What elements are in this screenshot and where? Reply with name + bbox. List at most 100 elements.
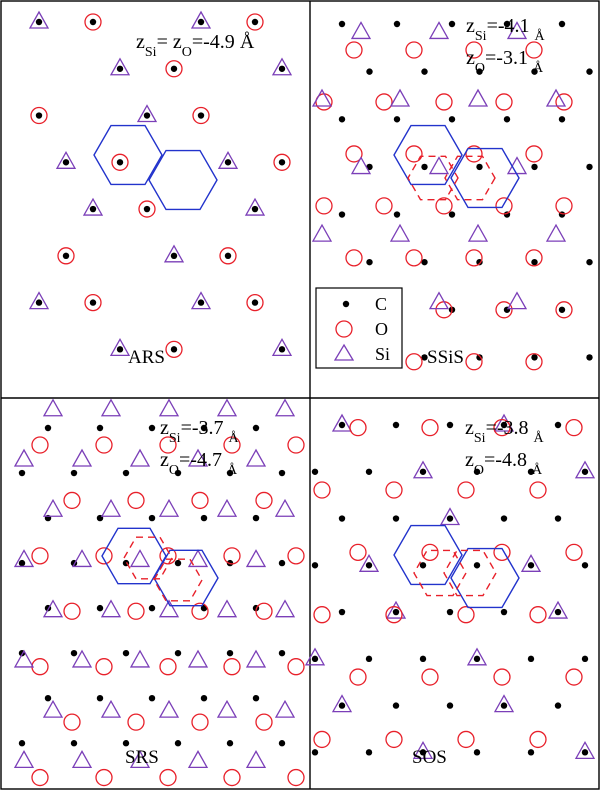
carbon-atom: [393, 20, 401, 28]
oxygen-atom: [165, 60, 183, 78]
carbon-atom: [446, 515, 454, 522]
oxygen-atom: [435, 93, 453, 111]
oxygen-atom: [223, 658, 241, 676]
annotation-sos: zSi=-3.8 Å zO=-4.8 Å: [465, 417, 545, 478]
oxygen-atom: [219, 247, 237, 265]
oxygen-atom: [529, 730, 547, 749]
silicon-atom: [158, 398, 180, 417]
oxygen-atom: [57, 247, 75, 265]
hexagon-solid: [148, 149, 218, 211]
silicon-atom: [55, 150, 77, 169]
silicon-atom: [71, 448, 93, 467]
silicon-atom: [466, 647, 488, 666]
oxygen-atom: [95, 768, 113, 787]
carbon-atom: [365, 749, 373, 756]
carbon-atom: [554, 421, 562, 429]
oxygen-atom: [95, 658, 113, 676]
carbon-atom: [174, 649, 182, 657]
silicon-atom: [129, 750, 151, 769]
carbon-atom: [89, 299, 97, 306]
oxygen-atom: [191, 713, 209, 731]
oxygen-atom: [525, 41, 543, 59]
carbon-atom: [252, 694, 260, 702]
carbon-atom: [311, 749, 319, 756]
carbon-atom: [338, 421, 346, 429]
silicon-atom: [574, 741, 596, 760]
carbon-atom: [531, 68, 538, 75]
silicon-atom: [244, 197, 266, 216]
carbon-atom: [200, 424, 208, 432]
oxygen-atom: [255, 491, 273, 510]
carbon-atom: [392, 515, 400, 522]
legend-carbon-dot: [342, 300, 350, 308]
oxygen-atom: [31, 547, 49, 565]
panel-sos: [304, 413, 596, 760]
carbon-atom: [421, 258, 428, 266]
silicon-atom: [100, 398, 122, 417]
hexagon-dashed: [443, 549, 497, 597]
oxygen-atom: [457, 730, 475, 749]
oxygen-atom: [493, 668, 511, 686]
silicon-atom: [274, 599, 296, 618]
oxygen-atom: [525, 353, 543, 371]
panel-ars: [28, 10, 293, 359]
carbon-atom: [170, 65, 178, 72]
carbon-atom: [251, 18, 259, 26]
silicon-atom: [439, 507, 461, 526]
silicon-atom: [331, 413, 353, 432]
carbon-atom: [148, 514, 156, 522]
carbon-atom: [448, 20, 456, 28]
carbon-atom: [392, 702, 400, 709]
hexagon-dashed: [413, 549, 467, 597]
silicon-atom: [467, 88, 489, 107]
silicon-atom: [216, 398, 238, 417]
carbon-atom: [338, 515, 346, 522]
silicon-atom: [187, 649, 209, 668]
carbon-atom: [500, 421, 508, 429]
oxygen-atom: [255, 713, 273, 731]
carbon-atom: [116, 65, 124, 72]
carbon-atom: [278, 65, 286, 72]
oxygen-atom: [405, 353, 423, 371]
z-value-annotation: zSi=-4.1 Å: [466, 15, 546, 44]
carbon-atom: [581, 749, 589, 756]
oxygen-atom: [375, 93, 393, 111]
silicon-atom: [274, 498, 296, 517]
hexagon-solid: [393, 124, 463, 186]
carbon-atom: [148, 694, 156, 702]
legend-silicon-triangle: [333, 343, 355, 361]
carbon-atom: [366, 68, 373, 75]
oxygen-atom: [495, 197, 513, 215]
oxygen-atom: [465, 41, 483, 59]
carbon-atom: [35, 299, 43, 306]
oxygen-atom: [465, 145, 483, 163]
oxygen-atom: [525, 145, 543, 163]
carbon-atom: [226, 740, 234, 747]
oxygen-atom: [63, 713, 81, 731]
carbon-atom: [278, 469, 286, 477]
silicon-atom: [42, 599, 64, 618]
silicon-atom: [245, 549, 267, 568]
silicon-atom: [545, 223, 567, 242]
oxygen-atom: [273, 153, 291, 171]
silicon-atom: [109, 57, 131, 76]
silicon-atom: [217, 150, 239, 169]
oxygen-atom: [349, 543, 367, 562]
oxygen-atom: [465, 353, 483, 371]
carbon-atom: [96, 424, 104, 432]
oxygen-atom: [529, 606, 547, 624]
carbon-atom: [96, 604, 104, 612]
oxygen-atom: [421, 418, 439, 437]
silicon-atom: [274, 699, 296, 718]
oxygen-atom: [375, 197, 393, 215]
silicon-atom: [311, 88, 333, 107]
oxygen-atom: [385, 730, 403, 749]
silicon-atom: [245, 649, 267, 668]
carbon-atom: [503, 20, 511, 28]
oxygen-atom: [457, 606, 475, 624]
carbon-atom: [419, 655, 427, 663]
oxygen-atom: [63, 602, 81, 620]
silicon-atom: [412, 460, 434, 479]
carbon-atom: [393, 211, 401, 218]
